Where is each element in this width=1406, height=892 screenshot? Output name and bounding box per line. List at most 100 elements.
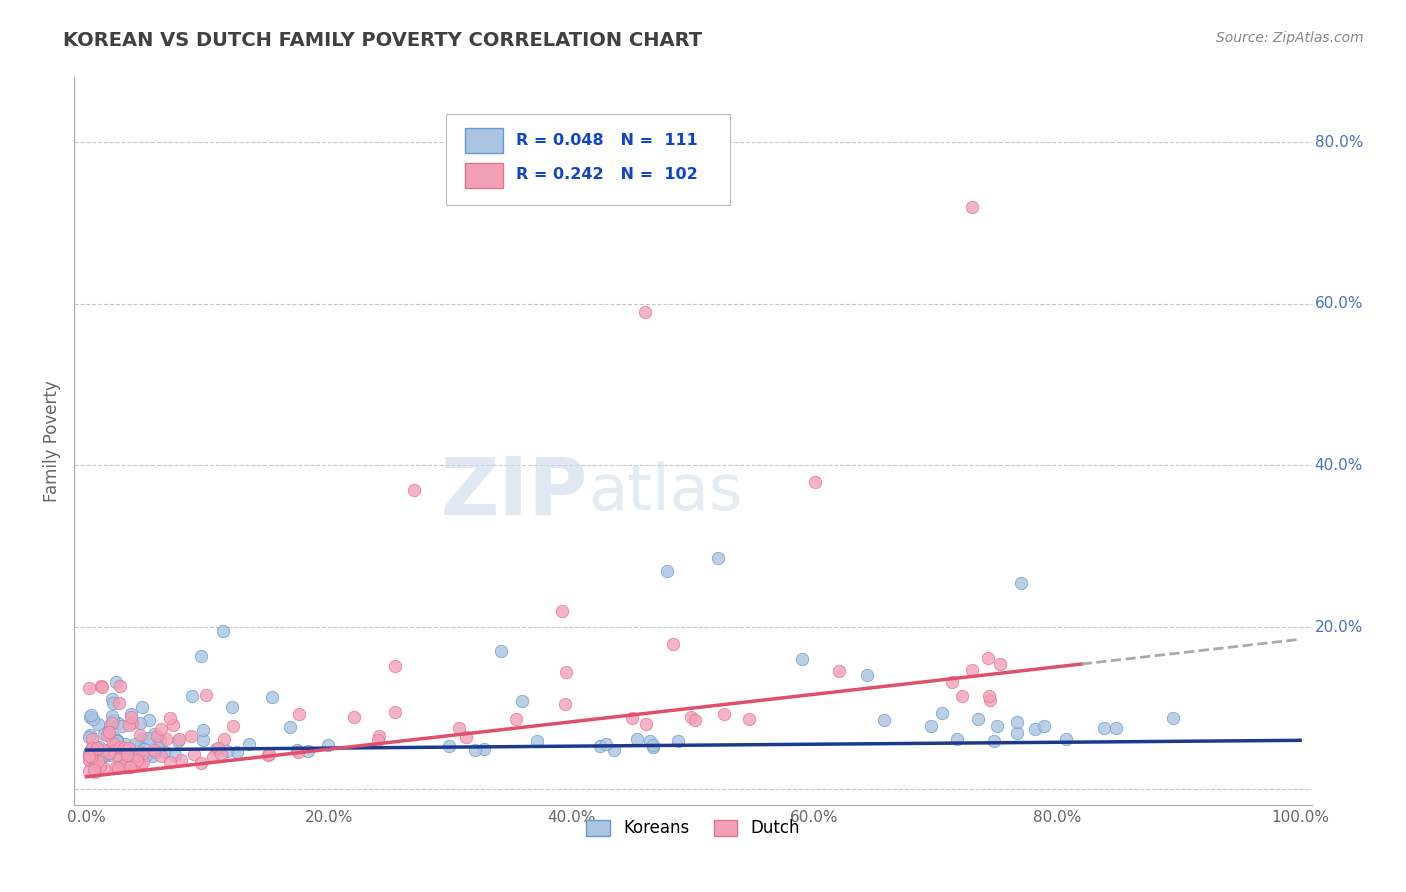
Point xyxy=(988,657,1011,672)
Point xyxy=(129,728,152,742)
Point xyxy=(82,741,104,756)
Point xyxy=(101,715,124,730)
Point xyxy=(97,747,120,761)
Point xyxy=(118,740,141,755)
Point xyxy=(108,744,131,758)
Point xyxy=(641,738,664,752)
FancyBboxPatch shape xyxy=(465,128,502,153)
Text: R = 0.048   N =  111: R = 0.048 N = 111 xyxy=(516,133,697,147)
Point xyxy=(101,692,124,706)
Point xyxy=(132,755,155,769)
Point xyxy=(920,719,942,733)
Point xyxy=(142,727,165,741)
Point xyxy=(287,706,309,721)
Point xyxy=(98,742,121,756)
Point xyxy=(641,739,664,754)
Point xyxy=(792,652,814,666)
Point xyxy=(84,744,107,758)
Point xyxy=(260,690,283,705)
Point xyxy=(603,743,626,757)
Point xyxy=(89,745,111,759)
Point xyxy=(104,674,127,689)
Point xyxy=(221,699,243,714)
Point xyxy=(404,483,426,497)
Point xyxy=(149,733,172,747)
Point xyxy=(79,710,101,724)
Point xyxy=(1024,722,1046,736)
Point xyxy=(131,731,153,746)
Point xyxy=(983,734,1005,748)
Point xyxy=(554,665,576,680)
Point xyxy=(110,739,132,754)
Point xyxy=(134,742,156,756)
Point xyxy=(90,679,112,693)
Point xyxy=(638,734,661,748)
Point xyxy=(97,748,120,763)
Point xyxy=(167,733,190,747)
Point xyxy=(125,753,148,767)
Point xyxy=(107,733,129,747)
Point xyxy=(384,706,406,720)
Point xyxy=(93,761,115,775)
Point xyxy=(120,759,142,773)
Point xyxy=(114,737,136,751)
Point xyxy=(873,714,896,728)
Point xyxy=(976,651,998,665)
Point xyxy=(111,743,134,757)
Point xyxy=(217,744,239,758)
Point xyxy=(91,743,114,757)
Point xyxy=(205,741,228,756)
Point xyxy=(297,744,319,758)
Point xyxy=(142,743,165,757)
Point xyxy=(1054,731,1077,746)
Point xyxy=(77,731,100,745)
Point xyxy=(79,753,101,767)
Point xyxy=(122,759,145,773)
Point xyxy=(180,690,202,704)
Point xyxy=(367,733,389,747)
Point xyxy=(190,756,212,770)
Point xyxy=(941,674,963,689)
Point xyxy=(472,742,495,756)
Point xyxy=(706,551,728,566)
Point xyxy=(634,717,657,731)
Text: ZIP: ZIP xyxy=(441,453,588,531)
Point xyxy=(115,743,138,757)
Point xyxy=(112,747,135,761)
Point xyxy=(111,760,134,774)
Point xyxy=(1010,575,1032,590)
Point xyxy=(855,668,877,682)
Point xyxy=(1007,714,1029,729)
Point xyxy=(986,719,1008,733)
Point xyxy=(343,709,366,723)
Point xyxy=(195,688,218,702)
Point xyxy=(287,746,309,760)
Point xyxy=(87,717,110,731)
Point xyxy=(97,746,120,760)
Point xyxy=(98,718,121,732)
Point xyxy=(80,707,103,722)
Point xyxy=(79,728,101,742)
Point xyxy=(79,755,101,769)
Point xyxy=(77,681,100,695)
Point xyxy=(108,696,131,710)
Point xyxy=(101,708,124,723)
Point xyxy=(554,697,576,711)
Y-axis label: Family Poverty: Family Poverty xyxy=(44,380,60,502)
Point xyxy=(257,747,280,762)
Point xyxy=(589,739,612,753)
Point xyxy=(105,733,128,747)
Point xyxy=(191,723,214,737)
Point xyxy=(84,764,107,779)
Point xyxy=(80,749,103,764)
Point xyxy=(946,731,969,746)
Point xyxy=(437,739,460,753)
Point xyxy=(681,710,703,724)
Point xyxy=(150,748,173,763)
Point xyxy=(183,747,205,761)
Point xyxy=(79,741,101,756)
Point xyxy=(170,753,193,767)
Text: 80.0%: 80.0% xyxy=(1315,135,1362,150)
Point xyxy=(86,754,108,768)
Point xyxy=(107,761,129,775)
